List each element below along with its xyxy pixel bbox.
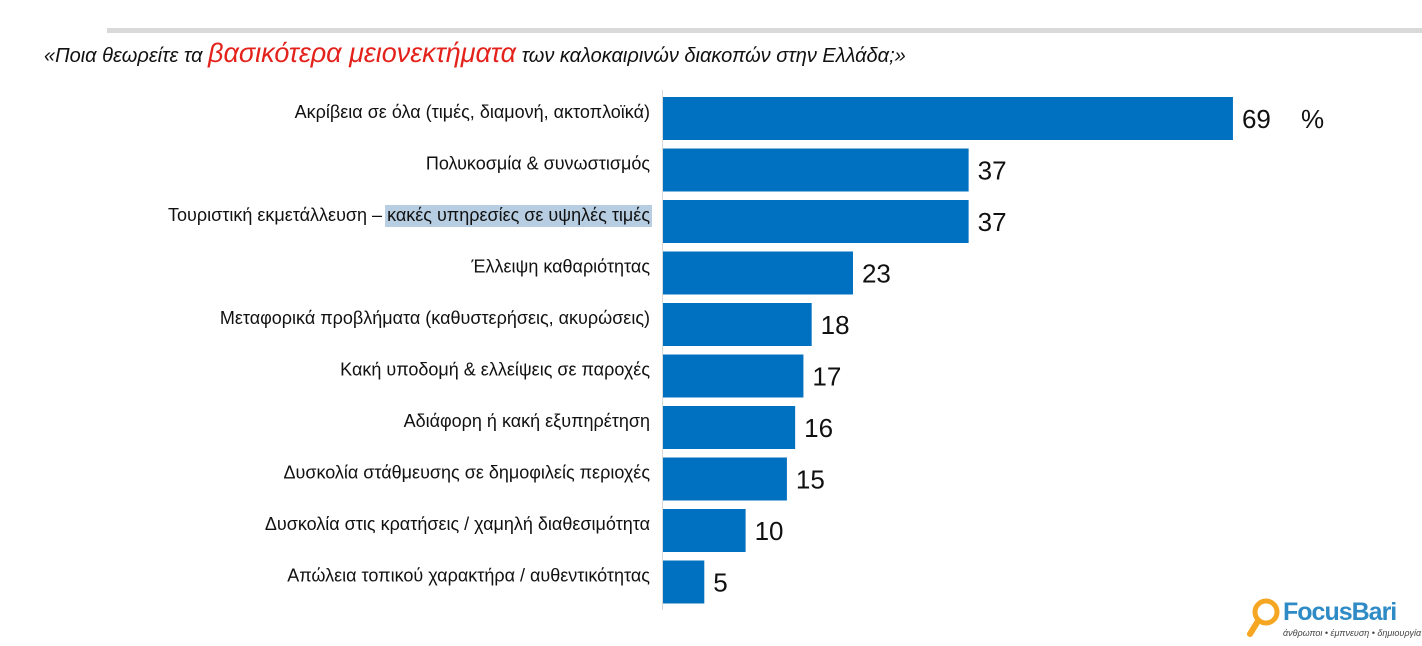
bar xyxy=(663,560,705,604)
category-label: Τουριστική εκμετάλλευση – κακές υπηρεσίε… xyxy=(168,205,650,225)
label-highlight-background xyxy=(385,205,652,227)
focusbari-logo: FocusBari άνθρωποι • έμπνευση • δημιουργ… xyxy=(1246,597,1421,641)
bar xyxy=(663,303,812,346)
data-label: 37 xyxy=(978,207,1007,237)
data-label: 37 xyxy=(978,156,1007,186)
unit-label: % xyxy=(1301,104,1324,134)
category-label: Κακή υποδομή & ελλείψεις σε παροχές xyxy=(340,360,650,380)
top-divider xyxy=(107,28,1422,33)
data-label: 17 xyxy=(812,362,841,392)
category-label: Αδιάφορη ή κακή εξυπηρέτηση xyxy=(404,411,650,431)
category-label: Μεταφορικά προβλήματα (καθυστερήσεις, ακ… xyxy=(220,308,650,328)
chart-question: «Ποια θεωρείτε τα βασικότερα μειονεκτήμα… xyxy=(44,38,906,71)
data-label: 69 xyxy=(1242,104,1271,134)
data-label: 15 xyxy=(796,465,825,495)
bar xyxy=(663,509,746,552)
bar xyxy=(663,354,804,398)
magnifier-icon xyxy=(1247,598,1280,637)
data-label: 18 xyxy=(821,310,850,340)
bar xyxy=(663,457,787,501)
question-prefix: «Ποια θεωρείτε τα xyxy=(44,45,203,67)
question-highlight: βασικότερα μειονεκτήματα xyxy=(208,38,517,68)
logo-tagline: άνθρωποι • έμπνευση • δημιουργία xyxy=(1283,628,1422,638)
data-label: 5 xyxy=(713,568,727,598)
category-label: Ακρίβεια σε όλα (τιμές, διαμονή, ακτοπλο… xyxy=(295,102,650,122)
category-label-highlight: κακές υπηρεσίες σε υψηλές τιμές xyxy=(387,205,650,225)
category-label: Δυσκολία στις κρατήσεις / χαμηλή διαθεσι… xyxy=(265,514,650,534)
bar xyxy=(663,200,969,243)
data-label: 23 xyxy=(862,259,891,289)
category-label: Απώλεια τοπικού χαρακτήρα / αυθεντικότητ… xyxy=(287,566,650,586)
bar xyxy=(663,148,969,192)
bar xyxy=(663,251,853,295)
logo-name: FocusBari xyxy=(1283,598,1397,626)
bar xyxy=(663,406,796,449)
data-label: 10 xyxy=(755,516,784,546)
category-label: Έλλειψη καθαριότητας xyxy=(470,257,650,277)
category-label: Δυσκολία στάθμευσης σε δημοφιλείς περιοχ… xyxy=(283,463,650,483)
category-label: Πολυκοσμία & συνωστισμός xyxy=(426,154,650,174)
category-label-plain: Τουριστική εκμετάλλευση – xyxy=(168,205,387,225)
bar xyxy=(663,97,1233,140)
data-label: 16 xyxy=(804,413,833,443)
question-suffix: των καλοκαιρινών διακοπών στην Ελλάδα;» xyxy=(521,45,906,67)
